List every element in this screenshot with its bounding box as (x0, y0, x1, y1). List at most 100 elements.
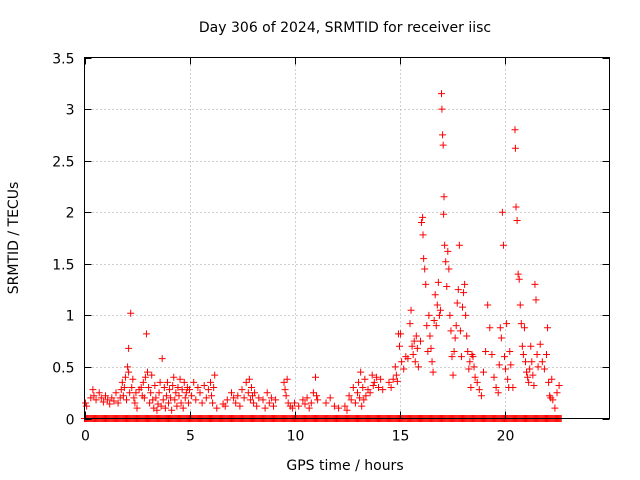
data-point (529, 371, 537, 379)
data-point (387, 384, 395, 392)
data-point (192, 396, 200, 404)
data-point (436, 306, 444, 314)
data-point (142, 330, 150, 338)
data-point (250, 399, 258, 407)
data-point (450, 347, 458, 355)
data-point (349, 384, 357, 392)
data-point (114, 399, 122, 407)
y-tick-label: 2 (66, 206, 75, 222)
data-point (174, 384, 182, 392)
data-point (99, 398, 107, 406)
data-point (184, 399, 192, 407)
data-point (412, 332, 420, 340)
data-point (422, 280, 430, 288)
data-point (156, 378, 164, 386)
data-point (236, 402, 244, 410)
data-point (295, 402, 303, 410)
x-tick-label: 10 (287, 429, 305, 445)
data-point (147, 389, 155, 397)
data-point (200, 381, 208, 389)
data-point (282, 392, 290, 400)
data-point (545, 378, 553, 386)
data-point (357, 368, 365, 376)
data-point (305, 404, 313, 412)
data-point (112, 389, 120, 397)
data-point (354, 389, 361, 397)
data-point (267, 394, 275, 402)
data-point (140, 394, 148, 402)
data-point (198, 399, 206, 407)
data-point (431, 291, 439, 299)
data-point (518, 342, 526, 350)
data-point (503, 320, 511, 328)
data-point (372, 373, 380, 381)
data-point (404, 355, 412, 363)
data-point (129, 375, 137, 383)
data-point (385, 378, 393, 386)
data-point (358, 402, 366, 410)
data-point (194, 384, 202, 392)
data-point (121, 373, 129, 381)
data-point (244, 389, 252, 397)
data-point (209, 399, 217, 407)
data-point (228, 389, 235, 397)
data-point (270, 402, 277, 410)
data-point (457, 353, 465, 361)
data-point (525, 378, 533, 386)
data-point (132, 389, 140, 397)
data-point (553, 389, 561, 397)
data-point (534, 363, 542, 371)
data-point (538, 358, 546, 366)
data-point (234, 392, 242, 400)
data-point (480, 368, 487, 376)
y-tick-label: 1 (66, 309, 75, 325)
data-point (467, 384, 475, 392)
data-point (186, 386, 193, 394)
data-point (551, 404, 559, 412)
data-point (466, 358, 474, 366)
data-point (259, 396, 267, 404)
data-point (417, 337, 424, 345)
data-point (438, 90, 445, 98)
data-point (408, 342, 416, 350)
data-point (482, 347, 490, 355)
chart-title: Day 306 of 2024, SRMTID for receiver iis… (199, 20, 491, 36)
x-tick-label: 5 (186, 429, 195, 445)
data-point (369, 381, 377, 389)
data-point (507, 361, 515, 369)
plot-frame (84, 57, 610, 419)
data-point (343, 406, 351, 414)
data-point (163, 378, 171, 386)
data-point (513, 216, 521, 224)
data-point (356, 394, 364, 402)
data-point (504, 375, 512, 383)
data-point (446, 311, 454, 319)
data-point (139, 378, 147, 386)
data-point (242, 378, 250, 386)
data-point (514, 270, 522, 278)
y-tick-label: 1.5 (52, 258, 74, 274)
data-point (426, 332, 434, 340)
data-point (465, 365, 473, 373)
data-point (456, 327, 464, 335)
data-point (263, 389, 271, 397)
data-point (499, 241, 507, 249)
data-point (180, 378, 188, 386)
data-point (409, 351, 417, 359)
data-point (425, 311, 433, 319)
data-point (406, 320, 414, 328)
data-point (157, 402, 165, 410)
data-points (81, 90, 565, 422)
data-point (452, 322, 460, 330)
data-point (309, 389, 317, 397)
data-point (179, 404, 187, 412)
data-point (181, 394, 189, 402)
data-point (501, 353, 508, 361)
data-point (165, 399, 172, 407)
data-point (442, 258, 450, 266)
data-point (455, 241, 463, 249)
data-point (251, 389, 259, 397)
data-point (288, 404, 296, 412)
data-point (126, 389, 134, 397)
